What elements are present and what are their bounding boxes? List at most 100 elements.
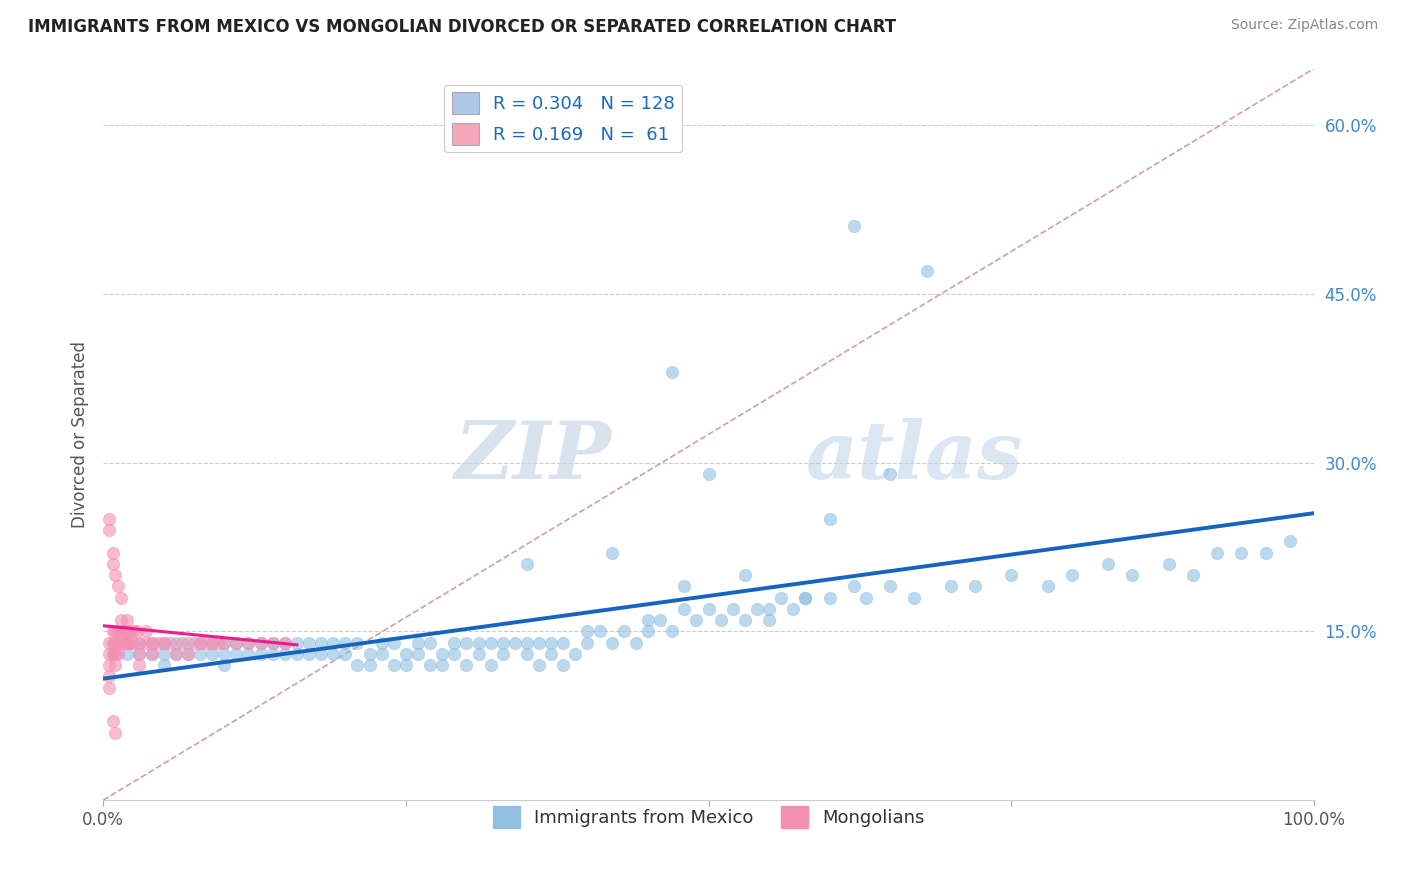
Point: [101, 624, 124, 639]
Point: [406, 635, 429, 649]
Point: [107, 647, 129, 661]
Point: [98, 647, 121, 661]
Point: [152, 635, 174, 649]
Point: [207, 635, 229, 649]
Point: [637, 613, 659, 627]
Point: [98, 658, 121, 673]
Point: [430, 658, 453, 673]
Point: [165, 647, 187, 661]
Point: [1278, 534, 1301, 549]
Point: [782, 602, 804, 616]
Point: [527, 658, 550, 673]
Point: [118, 635, 141, 649]
Point: [104, 635, 127, 649]
Point: [818, 512, 841, 526]
Point: [309, 647, 332, 661]
Point: [613, 624, 636, 639]
Point: [553, 658, 575, 673]
Point: [855, 591, 877, 605]
Point: [879, 467, 901, 481]
Point: [141, 635, 163, 649]
Point: [1230, 545, 1253, 559]
Point: [101, 545, 124, 559]
Point: [104, 658, 127, 673]
Point: [794, 591, 817, 605]
Point: [963, 579, 986, 593]
Point: [152, 635, 174, 649]
Point: [673, 602, 696, 616]
Point: [359, 658, 381, 673]
Point: [346, 635, 368, 649]
Point: [262, 647, 284, 661]
Point: [101, 647, 124, 661]
Point: [322, 647, 344, 661]
Point: [249, 635, 271, 649]
Point: [285, 635, 308, 649]
Point: [1254, 545, 1277, 559]
Point: [443, 635, 465, 649]
Point: [104, 647, 127, 661]
Point: [134, 635, 156, 649]
Point: [1060, 568, 1083, 582]
Point: [165, 635, 187, 649]
Point: [395, 658, 418, 673]
Point: [370, 647, 392, 661]
Point: [128, 635, 150, 649]
Point: [600, 635, 623, 649]
Point: [262, 635, 284, 649]
Point: [128, 658, 150, 673]
Point: [492, 635, 515, 649]
Point: [443, 647, 465, 661]
Point: [122, 635, 145, 649]
Point: [238, 647, 260, 661]
Point: [146, 635, 169, 649]
Point: [758, 613, 780, 627]
Point: [238, 635, 260, 649]
Point: [238, 635, 260, 649]
Point: [107, 635, 129, 649]
Point: [98, 635, 121, 649]
Point: [98, 681, 121, 695]
Point: [101, 557, 124, 571]
Point: [128, 635, 150, 649]
Point: [697, 467, 720, 481]
Point: [734, 613, 756, 627]
Point: [225, 635, 247, 649]
Point: [939, 579, 962, 593]
Point: [661, 366, 683, 380]
Point: [564, 647, 586, 661]
Point: [201, 635, 224, 649]
Point: [98, 669, 121, 683]
Point: [697, 602, 720, 616]
Legend: Immigrants from Mexico, Mongolians: Immigrants from Mexico, Mongolians: [485, 798, 932, 835]
Point: [298, 635, 321, 649]
Point: [110, 624, 132, 639]
Point: [650, 613, 672, 627]
Point: [141, 647, 163, 661]
Point: [915, 264, 938, 278]
Point: [110, 635, 132, 649]
Point: [637, 624, 659, 639]
Point: [125, 624, 148, 639]
Point: [322, 635, 344, 649]
Point: [1121, 568, 1143, 582]
Point: [576, 635, 599, 649]
Point: [309, 635, 332, 649]
Point: [110, 591, 132, 605]
Point: [624, 635, 647, 649]
Y-axis label: Divorced or Separated: Divorced or Separated: [72, 341, 89, 528]
Point: [370, 635, 392, 649]
Point: [274, 635, 297, 649]
Point: [177, 647, 200, 661]
Point: [177, 647, 200, 661]
Point: [117, 624, 139, 639]
Point: [734, 568, 756, 582]
Point: [249, 647, 271, 661]
Point: [685, 613, 707, 627]
Point: [794, 591, 817, 605]
Point: [195, 635, 218, 649]
Point: [212, 658, 235, 673]
Point: [745, 602, 768, 616]
Point: [212, 647, 235, 661]
Point: [516, 557, 538, 571]
